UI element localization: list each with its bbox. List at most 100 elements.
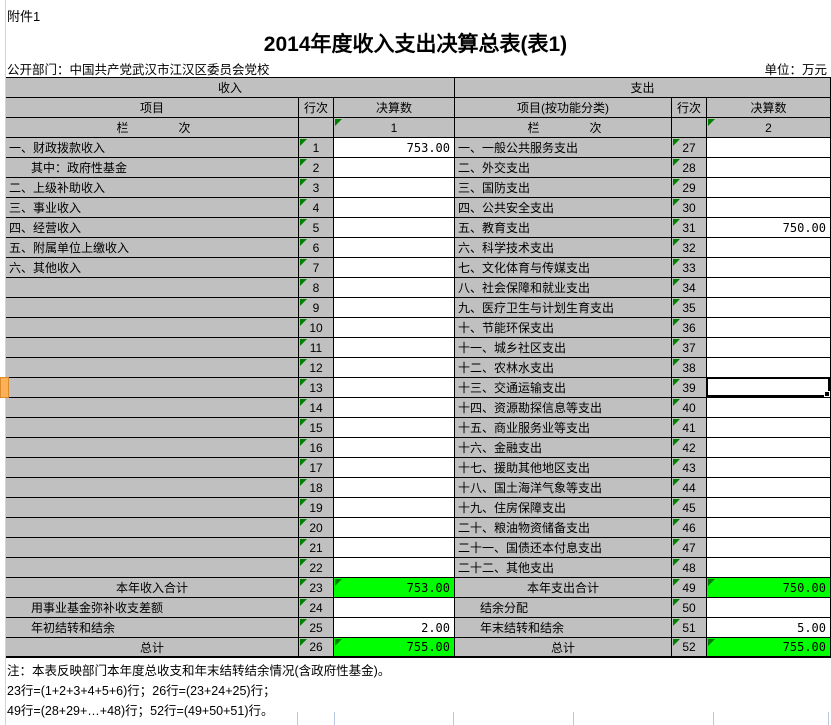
expense-line-cell[interactable]: 46 — [672, 518, 707, 538]
income-line-cell[interactable]: 7 — [299, 258, 334, 278]
expense-line-cell[interactable]: 40 — [672, 398, 707, 418]
expense-line-cell[interactable]: 41 — [672, 418, 707, 438]
income-line-cell[interactable]: 12 — [299, 358, 334, 378]
expense-line-cell[interactable]: 29 — [672, 178, 707, 198]
expense-line-cell[interactable]: 49 — [672, 578, 707, 598]
expense-line-cell[interactable]: 35 — [672, 298, 707, 318]
expense-item-cell[interactable]: 九、医疗卫生与计划生育支出 — [455, 298, 672, 318]
expense-value-cell[interactable] — [707, 338, 831, 358]
expense-line-cell[interactable]: 32 — [672, 238, 707, 258]
income-line-cell[interactable]: 16 — [299, 438, 334, 458]
income-amount-header-cell[interactable]: 决算数 — [334, 98, 455, 118]
expense-value-cell[interactable] — [707, 158, 831, 178]
income-line-cell[interactable]: 26 — [299, 638, 334, 658]
income-line-cell[interactable]: 11 — [299, 338, 334, 358]
income-item-cell[interactable]: 五、附属单位上缴收入 — [6, 238, 299, 258]
expense-value-cell[interactable] — [707, 378, 831, 398]
expense-line-cell[interactable]: 30 — [672, 198, 707, 218]
expense-line-cell[interactable]: 31 — [672, 218, 707, 238]
income-value-cell[interactable] — [334, 178, 455, 198]
expense-item-cell[interactable]: 十四、资源勘探信息等支出 — [455, 398, 672, 418]
income-line-cell[interactable]: 1 — [299, 138, 334, 158]
income-item-cell[interactable]: 一、财政拨款收入 — [6, 138, 299, 158]
income-lanci-line-cell[interactable] — [299, 118, 334, 138]
income-line-cell[interactable]: 19 — [299, 498, 334, 518]
income-line-cell[interactable]: 23 — [299, 578, 334, 598]
income-item-cell[interactable] — [6, 278, 299, 298]
income-item-cell[interactable]: 其中：政府性基金 — [6, 158, 299, 178]
expense-item-cell[interactable]: 十一、城乡社区支出 — [455, 338, 672, 358]
expense-line-cell[interactable]: 47 — [672, 538, 707, 558]
income-line-cell[interactable]: 3 — [299, 178, 334, 198]
fill-handle[interactable] — [824, 391, 830, 397]
expense-item-cell[interactable]: 二、外交支出 — [455, 158, 672, 178]
income-value-cell[interactable]: 755.00 — [334, 638, 455, 658]
expense-line-cell[interactable]: 38 — [672, 358, 707, 378]
expense-item-cell[interactable]: 四、公共安全支出 — [455, 198, 672, 218]
expense-line-cell[interactable]: 45 — [672, 498, 707, 518]
income-line-cell[interactable]: 13 — [299, 378, 334, 398]
income-line-cell[interactable]: 9 — [299, 298, 334, 318]
income-item-cell[interactable] — [6, 438, 299, 458]
expense-value-cell[interactable] — [707, 478, 831, 498]
expense-value-cell[interactable] — [707, 358, 831, 378]
income-item-cell[interactable]: 二、上级补助收入 — [6, 178, 299, 198]
expense-value-cell[interactable] — [707, 258, 831, 278]
expense-section-header-cell[interactable]: 支出 — [455, 78, 831, 98]
income-line-cell[interactable]: 18 — [299, 478, 334, 498]
income-value-cell[interactable] — [334, 398, 455, 418]
expense-item-cell[interactable]: 十九、住房保障支出 — [455, 498, 672, 518]
expense-value-cell[interactable] — [707, 138, 831, 158]
expense-value-cell[interactable] — [707, 238, 831, 258]
expense-item-cell[interactable]: 二十二、其他支出 — [455, 558, 672, 578]
expense-lanci-line-cell[interactable] — [672, 118, 707, 138]
income-item-cell[interactable] — [6, 318, 299, 338]
income-item-cell[interactable] — [6, 298, 299, 318]
expense-colno-cell[interactable]: 2 — [707, 118, 831, 138]
income-item-cell[interactable]: 总计 — [6, 638, 299, 658]
income-value-cell[interactable] — [334, 378, 455, 398]
expense-item-cell[interactable]: 十二、农林水支出 — [455, 358, 672, 378]
expense-value-cell[interactable] — [707, 298, 831, 318]
expense-value-cell[interactable] — [707, 318, 831, 338]
income-item-cell[interactable]: 六、其他收入 — [6, 258, 299, 278]
income-value-cell[interactable] — [334, 438, 455, 458]
income-value-cell[interactable] — [334, 258, 455, 278]
income-value-cell[interactable] — [334, 518, 455, 538]
income-item-cell[interactable]: 年初结转和结余 — [6, 618, 299, 638]
income-value-cell[interactable]: 2.00 — [334, 618, 455, 638]
income-line-cell[interactable]: 15 — [299, 418, 334, 438]
income-line-cell[interactable]: 17 — [299, 458, 334, 478]
income-item-cell[interactable] — [6, 358, 299, 378]
expense-item-cell[interactable]: 十七、援助其他地区支出 — [455, 458, 672, 478]
expense-item-cell[interactable]: 三、国防支出 — [455, 178, 672, 198]
income-value-cell[interactable] — [334, 218, 455, 238]
income-line-cell[interactable]: 24 — [299, 598, 334, 618]
expense-line-cell[interactable]: 44 — [672, 478, 707, 498]
expense-value-cell[interactable] — [707, 178, 831, 198]
income-colno-cell[interactable]: 1 — [334, 118, 455, 138]
income-value-cell[interactable] — [334, 458, 455, 478]
income-value-cell[interactable] — [334, 158, 455, 178]
income-value-cell[interactable] — [334, 558, 455, 578]
income-item-cell[interactable]: 用事业基金弥补收支差额 — [6, 598, 299, 618]
expense-item-cell[interactable]: 七、文化体育与传媒支出 — [455, 258, 672, 278]
income-value-cell[interactable] — [334, 358, 455, 378]
income-line-cell[interactable]: 20 — [299, 518, 334, 538]
expense-line-cell[interactable]: 37 — [672, 338, 707, 358]
expense-value-cell[interactable]: 5.00 — [707, 618, 831, 638]
income-value-cell[interactable] — [334, 318, 455, 338]
income-line-cell[interactable]: 2 — [299, 158, 334, 178]
expense-value-cell[interactable] — [707, 418, 831, 438]
expense-line-cell[interactable]: 28 — [672, 158, 707, 178]
income-item-cell[interactable] — [6, 538, 299, 558]
expense-item-cell[interactable]: 五、教育支出 — [455, 218, 672, 238]
expense-item-cell[interactable]: 结余分配 — [455, 598, 672, 618]
income-item-cell[interactable] — [6, 418, 299, 438]
income-item-cell[interactable]: 四、经营收入 — [6, 218, 299, 238]
income-item-cell[interactable] — [6, 498, 299, 518]
income-item-cell[interactable] — [6, 478, 299, 498]
income-value-cell[interactable] — [334, 478, 455, 498]
income-item-cell[interactable] — [6, 398, 299, 418]
expense-item-cell[interactable]: 本年支出合计 — [455, 578, 672, 598]
